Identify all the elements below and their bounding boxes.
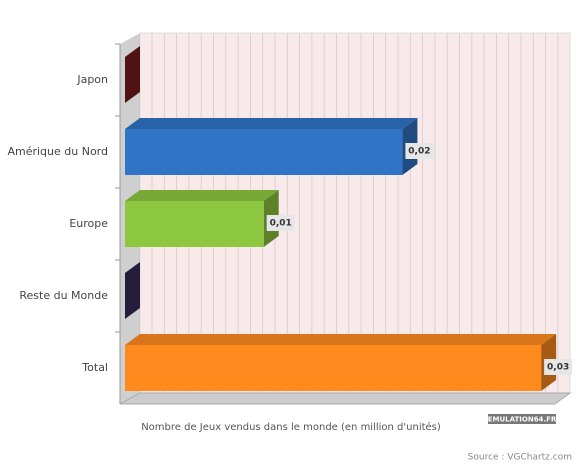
bar-top: [125, 334, 557, 345]
bar-side: [125, 46, 140, 103]
y-tick-label: Reste du Monde: [19, 289, 108, 302]
bar-group: 0,01: [125, 190, 295, 247]
x-axis-label: Nombre de Jeux vendus dans le monde (en …: [141, 421, 441, 433]
bar-group: 0,03: [125, 334, 573, 391]
bar: [125, 345, 542, 391]
value-label: 0,03: [547, 363, 569, 373]
value-label-bg: [544, 359, 573, 375]
bar-top: [125, 118, 418, 129]
value-label: 0,02: [408, 147, 430, 157]
y-tick-label: Amérique du Nord: [7, 145, 108, 158]
bar-group: [125, 46, 140, 103]
value-label-bg: [266, 215, 295, 231]
walls: [119, 32, 572, 405]
bar-top: [125, 190, 279, 201]
floor: [119, 392, 572, 405]
value-label: 0,01: [270, 219, 292, 229]
source: Source : VGChartz.com: [468, 453, 572, 463]
bar: [125, 201, 264, 247]
y-tick-label: Total: [81, 361, 108, 374]
bar-group: [125, 262, 140, 319]
y-tick-label: Japon: [76, 73, 108, 86]
y-tick-label: Europe: [69, 217, 108, 230]
bar-group: 0,02: [125, 118, 434, 175]
watermark: EMULATION64.FR: [488, 416, 557, 424]
value-label-bg: [405, 143, 434, 159]
bar-side: [125, 262, 140, 319]
bar: [125, 129, 403, 175]
watermark-bg: [488, 414, 556, 424]
